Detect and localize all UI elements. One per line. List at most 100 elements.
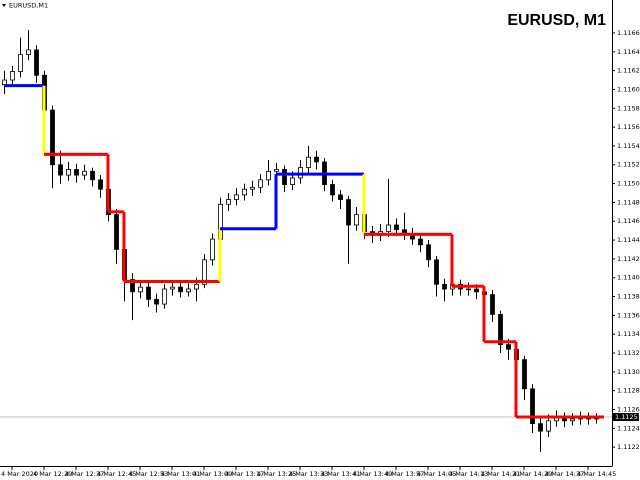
y-tick-label: 1.11345 bbox=[617, 330, 640, 338]
x-tick-label: 4 Mar 13:09 bbox=[193, 470, 232, 478]
y-tick-label: 1.11485 bbox=[617, 198, 640, 206]
chart-title: EURUSD, M1 bbox=[507, 12, 606, 29]
y-tick-label: 1.11225 bbox=[617, 443, 640, 451]
candle-body bbox=[90, 170, 95, 181]
candle-body bbox=[58, 164, 63, 176]
candle-body bbox=[426, 244, 431, 261]
x-tick-label: 4 Mar 12:37 bbox=[65, 470, 104, 478]
candle-body bbox=[194, 283, 199, 290]
x-tick-label: 4 Mar 13:17 bbox=[225, 470, 264, 478]
candle-body bbox=[394, 224, 399, 231]
candle-body bbox=[386, 224, 391, 232]
candle-body bbox=[498, 314, 503, 345]
candle-body bbox=[66, 169, 71, 176]
candle-body bbox=[186, 288, 191, 293]
x-tick-label: 4 Mar 14:21 bbox=[481, 470, 520, 478]
y-tick-label: 1.11605 bbox=[617, 85, 640, 93]
y-tick-label: 1.11585 bbox=[617, 104, 640, 112]
y-tick-label: 1.11365 bbox=[617, 311, 640, 319]
candle-body bbox=[418, 238, 423, 246]
x-tick-label: 4 Mar 13:33 bbox=[289, 470, 328, 478]
candle-body bbox=[442, 283, 447, 290]
x-tick-label: 4 Mar 12:53 bbox=[129, 470, 168, 478]
x-tick-label: 4 Mar 12:45 bbox=[97, 470, 136, 478]
y-tick-label: 1.11285 bbox=[617, 387, 640, 395]
candle-body bbox=[178, 286, 183, 293]
candle-body bbox=[146, 286, 151, 300]
x-tick-label: 4 Mar 14:05 bbox=[417, 470, 456, 478]
candle-body bbox=[522, 359, 527, 390]
candle-body bbox=[266, 170, 271, 181]
y-tick-label: 1.11505 bbox=[617, 180, 640, 188]
candle-body bbox=[506, 344, 511, 350]
y-tick-label: 1.11545 bbox=[617, 142, 640, 150]
candle-body bbox=[2, 79, 7, 86]
candle-body bbox=[474, 288, 479, 293]
candle-body bbox=[346, 199, 351, 226]
y-tick-label: 1.11425 bbox=[617, 255, 640, 263]
candle-body bbox=[250, 186, 255, 190]
candle-body bbox=[234, 194, 239, 200]
candle-body bbox=[538, 423, 543, 432]
y-tick-label: 1.11325 bbox=[617, 349, 640, 357]
y-tick-label: 1.11305 bbox=[617, 368, 640, 376]
candle-body bbox=[490, 294, 495, 315]
candle-body bbox=[210, 238, 215, 261]
y-tick-label: 1.11265 bbox=[617, 406, 640, 414]
x-tick-label: 4 Mar 14:29 bbox=[513, 470, 552, 478]
candle-body bbox=[74, 169, 79, 176]
y-tick-label: 1.11565 bbox=[617, 123, 640, 131]
candle-body bbox=[98, 179, 103, 190]
y-tick-label: 1.11445 bbox=[617, 236, 640, 244]
candle-body bbox=[162, 288, 167, 305]
x-tick-label: 4 Mar 14:37 bbox=[545, 470, 584, 478]
y-tick-label: 1.11625 bbox=[617, 67, 640, 75]
candle-body bbox=[258, 179, 263, 188]
menu-arrow bbox=[2, 4, 6, 7]
candle-body bbox=[170, 286, 175, 290]
candle-body bbox=[530, 388, 535, 425]
candle-body bbox=[34, 49, 39, 76]
y-tick-label: 1.11665 bbox=[617, 29, 640, 37]
candle-body bbox=[130, 279, 135, 293]
x-tick-label: 4 Mar 13:01 bbox=[161, 470, 200, 478]
candle-body bbox=[570, 418, 575, 422]
candle-body bbox=[546, 420, 551, 432]
candle-body bbox=[306, 156, 311, 168]
y-tick-label: 1.11645 bbox=[617, 48, 640, 56]
current-price-label: 1.11257 bbox=[615, 413, 640, 421]
candle-body bbox=[114, 214, 119, 250]
candle-body bbox=[18, 54, 23, 72]
candle-body bbox=[290, 177, 295, 185]
x-tick-label: 4 Mar 2020 bbox=[1, 470, 38, 478]
y-tick-label: 1.11245 bbox=[617, 424, 640, 432]
x-tick-label: 4 Mar 13:57 bbox=[385, 470, 424, 478]
candle-body bbox=[314, 156, 319, 163]
candle-body bbox=[226, 199, 231, 205]
candle-body bbox=[274, 169, 279, 172]
x-tick-label: 4 Mar 13:41 bbox=[321, 470, 360, 478]
candle-body bbox=[26, 49, 31, 56]
y-tick-label: 1.11465 bbox=[617, 217, 640, 225]
candle-body bbox=[50, 109, 55, 166]
candle-body bbox=[466, 288, 471, 291]
y-tick-label: 1.11525 bbox=[617, 161, 640, 169]
candle-body bbox=[10, 71, 15, 81]
candle-body bbox=[242, 188, 247, 196]
x-tick-label: 4 Mar 13:25 bbox=[257, 470, 296, 478]
candle-body bbox=[434, 259, 439, 285]
candle-body bbox=[354, 214, 359, 226]
x-tick-label: 4 Mar 14:13 bbox=[449, 470, 488, 478]
y-tick-label: 1.11405 bbox=[617, 274, 640, 282]
candle-body bbox=[202, 259, 207, 285]
candle-body bbox=[138, 286, 143, 293]
symbol-label: EURUSD,M1 bbox=[9, 2, 48, 10]
candle-body bbox=[154, 298, 159, 305]
candle-body bbox=[330, 184, 335, 196]
y-tick-label: 1.11385 bbox=[617, 293, 640, 301]
x-tick-label: 4 Mar 14:45 bbox=[577, 470, 616, 478]
candle-body bbox=[282, 169, 287, 185]
candle-body bbox=[338, 194, 343, 200]
